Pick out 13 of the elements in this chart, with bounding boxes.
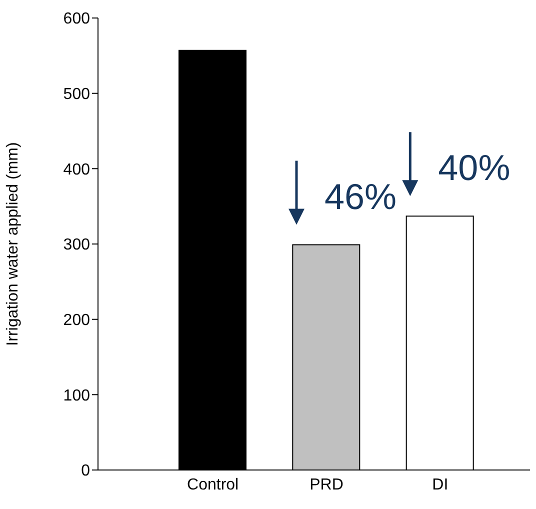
y-tick-label: 600: [63, 10, 90, 28]
x-tick-label: DI: [432, 476, 448, 494]
y-tick-label: 500: [63, 86, 90, 104]
annotation: 40%: [438, 147, 510, 188]
y-tick-label: 0: [81, 462, 90, 480]
annotation: 46%: [324, 176, 397, 217]
y-axis-title: Irrigation water applied (mm): [4, 142, 22, 346]
x-tick-label: Control: [187, 476, 239, 494]
y-tick-label: 300: [63, 236, 90, 254]
y-tick-label: 100: [63, 387, 90, 404]
y-tick-label: 200: [63, 312, 90, 330]
y-tick-label: 400: [63, 161, 90, 178]
x-tick-label: PRD: [310, 476, 344, 494]
